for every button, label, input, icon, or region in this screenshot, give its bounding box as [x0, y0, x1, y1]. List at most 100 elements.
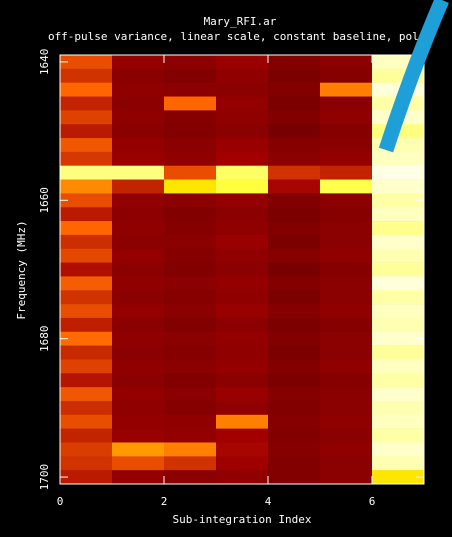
- heatmap-cell: [268, 151, 321, 167]
- heatmap-cell: [164, 304, 217, 319]
- heatmap-cell: [268, 179, 321, 194]
- heatmap-cell: [268, 290, 321, 305]
- heatmap-cell: [60, 414, 113, 429]
- heatmap-cell: [372, 248, 425, 263]
- heatmap-cell: [60, 234, 113, 250]
- heatmap-cell: [60, 207, 113, 222]
- heatmap-cell: [164, 165, 217, 180]
- heatmap-cell: [112, 414, 165, 429]
- heatmap-cell: [268, 110, 321, 125]
- heatmap-cell: [112, 55, 165, 70]
- heatmap-cell: [60, 110, 113, 125]
- heatmap-cell: [60, 470, 113, 485]
- heatmap-cell: [268, 138, 321, 153]
- heatmap-cell: [320, 428, 373, 443]
- heatmap-cell: [268, 207, 321, 222]
- heatmap-cell: [112, 428, 165, 443]
- heatmap-cell: [320, 442, 373, 457]
- heatmap-cell: [268, 262, 321, 277]
- heatmap-cell: [164, 373, 217, 388]
- heatmap-cell: [164, 456, 217, 471]
- heatmap-cells: [60, 55, 425, 485]
- heatmap-cell: [268, 234, 321, 250]
- y-tick-label: 1680: [38, 325, 51, 352]
- heatmap-cell: [164, 400, 217, 416]
- heatmap-cell: [216, 221, 269, 236]
- heatmap-cell: [372, 400, 425, 416]
- x-tick-label: 0: [57, 495, 64, 508]
- heatmap-cell: [372, 470, 425, 485]
- heatmap-cell: [216, 96, 269, 111]
- heatmap-cell: [60, 165, 113, 180]
- heatmap-cell: [164, 248, 217, 263]
- heatmap-cell: [216, 55, 269, 70]
- heatmap-cell: [112, 276, 165, 291]
- heatmap-cell: [268, 68, 321, 83]
- heatmap-cell: [60, 248, 113, 263]
- heatmap-cell: [268, 317, 321, 333]
- heatmap-cell: [60, 82, 113, 97]
- x-tick-label: 4: [265, 495, 272, 508]
- heatmap-cell: [372, 456, 425, 471]
- heatmap-cell: [164, 414, 217, 429]
- heatmap-cell: [60, 400, 113, 416]
- heatmap-cell: [164, 442, 217, 457]
- heatmap-cell: [320, 234, 373, 250]
- heatmap-cell: [112, 290, 165, 305]
- heatmap-cell: [60, 193, 113, 208]
- heatmap-cell: [216, 359, 269, 374]
- heatmap-cell: [320, 221, 373, 236]
- heatmap-cell: [216, 400, 269, 416]
- heatmap-cell: [216, 387, 269, 402]
- heatmap-cell: [216, 138, 269, 153]
- heatmap-cell: [268, 248, 321, 263]
- heatmap-cell: [112, 165, 165, 180]
- heatmap-cell: [216, 414, 269, 429]
- heatmap-cell: [320, 179, 373, 194]
- heatmap-cell: [112, 151, 165, 167]
- heatmap-cell: [320, 276, 373, 291]
- heatmap-cell: [112, 456, 165, 471]
- heatmap-cell: [60, 345, 113, 360]
- y-axis-label: Frequency (MHz): [15, 220, 28, 319]
- heatmap-cell: [60, 221, 113, 236]
- heatmap-cell: [164, 345, 217, 360]
- heatmap-cell: [164, 276, 217, 291]
- heatmap-cell: [112, 179, 165, 194]
- heatmap-cell: [216, 442, 269, 457]
- heatmap-cell: [164, 331, 217, 346]
- heatmap-cell: [60, 55, 113, 70]
- heatmap-cell: [268, 428, 321, 443]
- heatmap-cell: [320, 165, 373, 180]
- heatmap-cell: [320, 110, 373, 125]
- heatmap-cell: [60, 359, 113, 374]
- heatmap-cell: [164, 262, 217, 277]
- heatmap-cell: [320, 331, 373, 346]
- heatmap-cell: [320, 400, 373, 416]
- heatmap-cell: [112, 68, 165, 83]
- heatmap-cell: [164, 151, 217, 167]
- heatmap-cell: [268, 82, 321, 97]
- plot-frame: [59, 54, 425, 485]
- heatmap-cell: [320, 414, 373, 429]
- heatmap-cell: [372, 290, 425, 305]
- heatmap-cell: [320, 387, 373, 402]
- heatmap-cell: [216, 331, 269, 346]
- x-tick-label: 2: [161, 495, 168, 508]
- heatmap-cell: [60, 96, 113, 111]
- heatmap-cell: [268, 96, 321, 111]
- heatmap-cell: [268, 55, 321, 70]
- heatmap-cell: [112, 82, 165, 97]
- heatmap-cell: [372, 317, 425, 333]
- heatmap-cell: [112, 304, 165, 319]
- heatmap-cell: [268, 373, 321, 388]
- heatmap-cell: [164, 290, 217, 305]
- heatmap-cell: [164, 359, 217, 374]
- heatmap-cell: [164, 317, 217, 333]
- heatmap-cell: [164, 96, 217, 111]
- heatmap-cell: [372, 207, 425, 222]
- heatmap-cell: [320, 317, 373, 333]
- y-tick-label: 1660: [38, 187, 51, 214]
